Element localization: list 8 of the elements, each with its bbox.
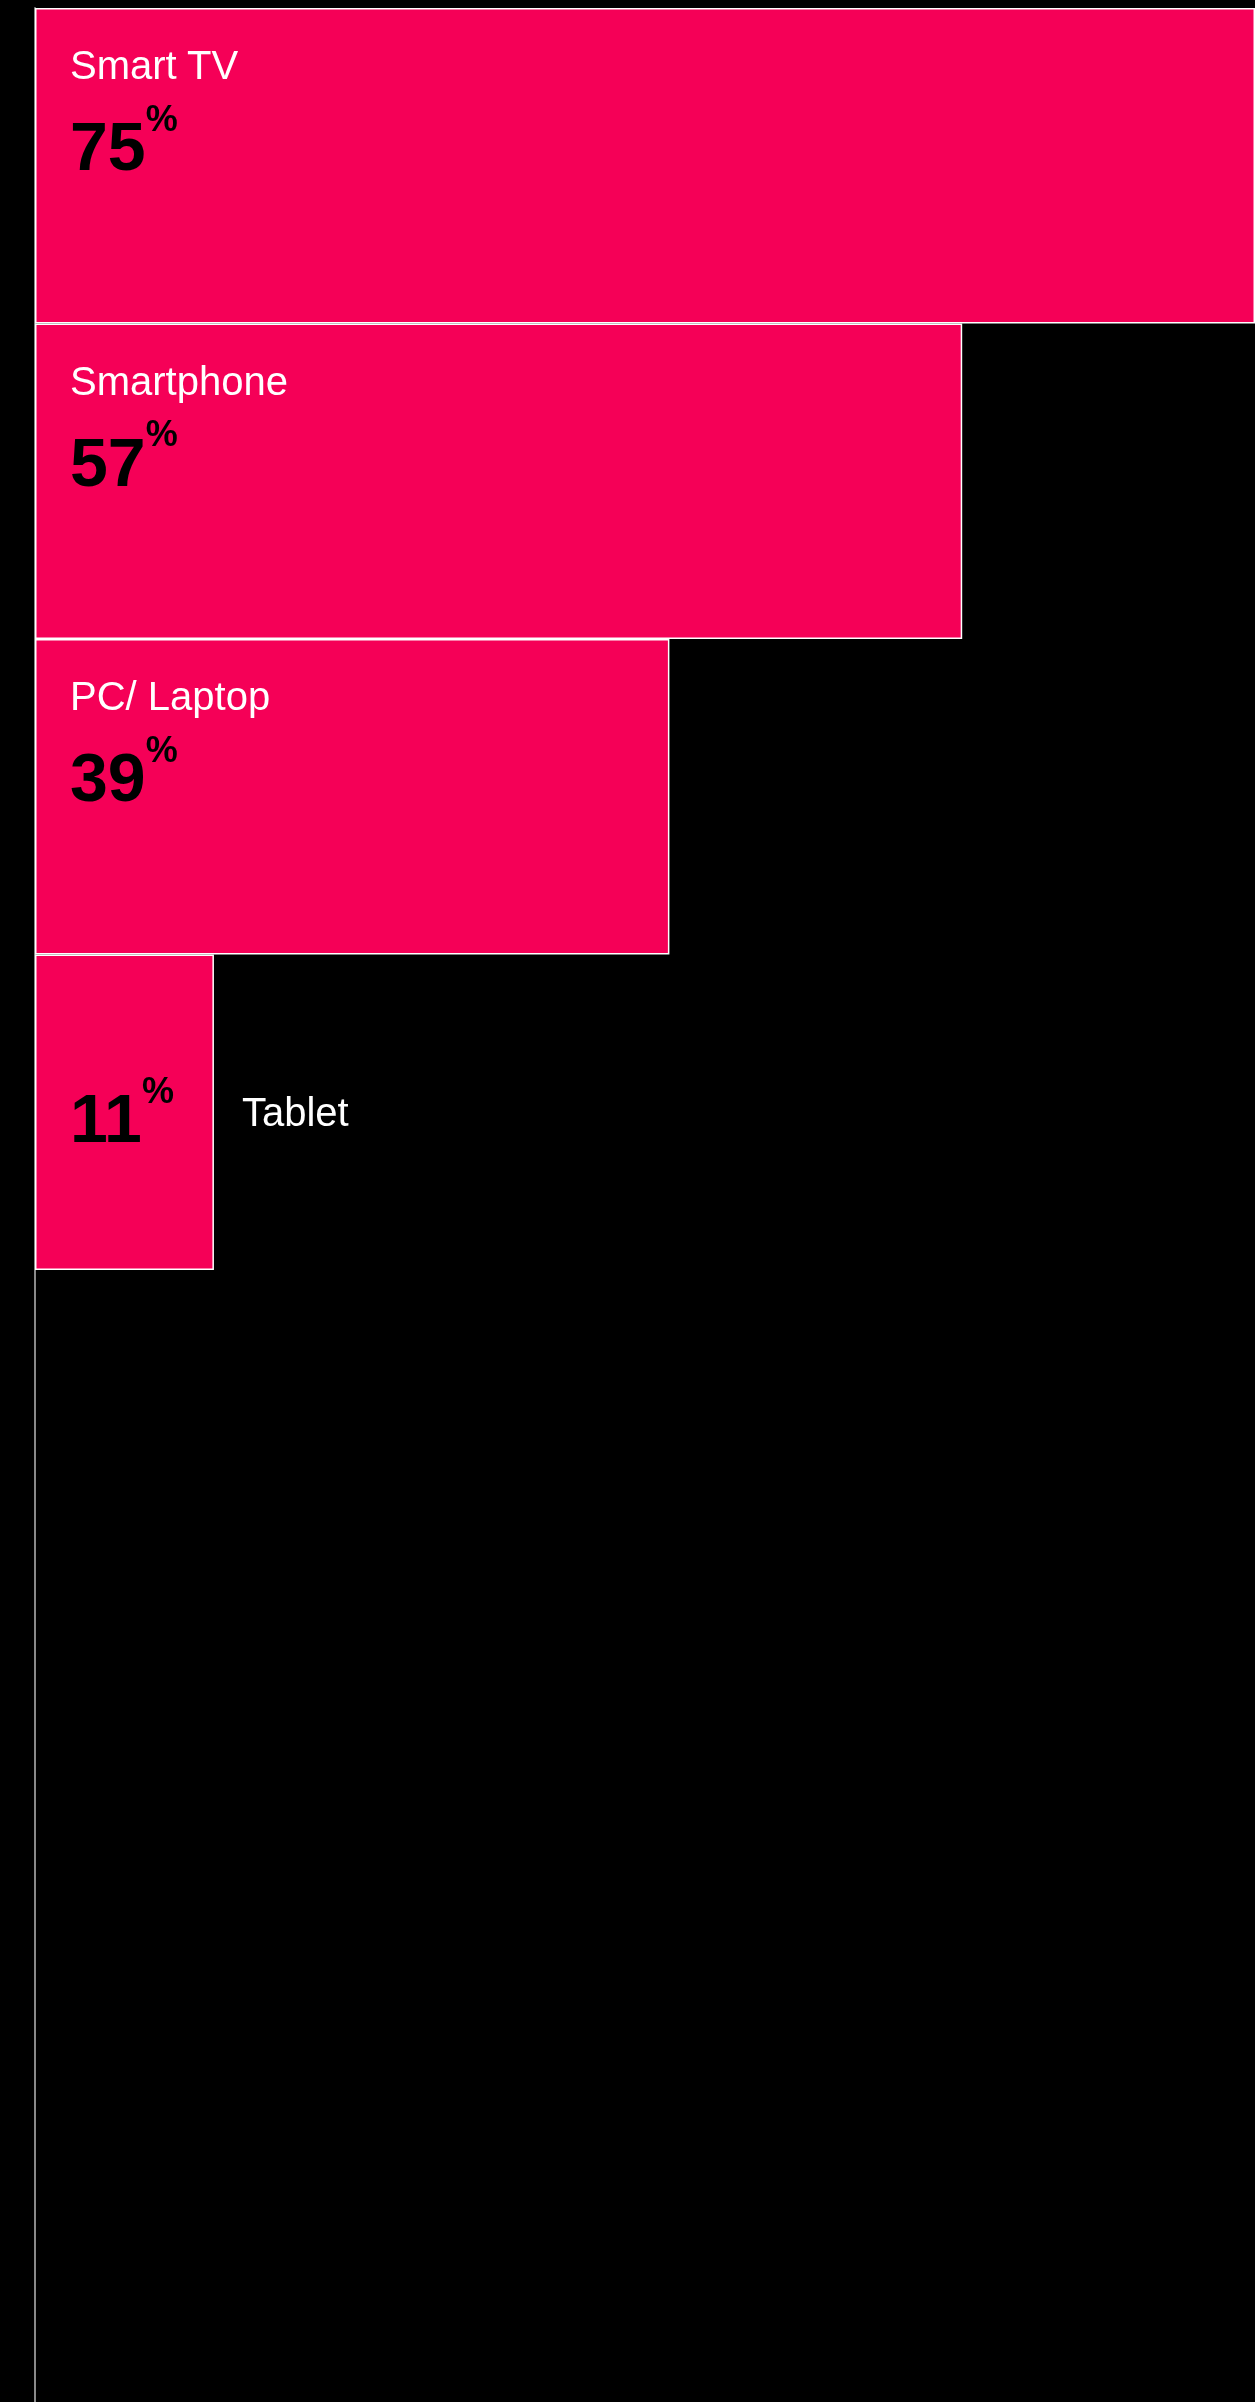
data-label: 75% [70,97,178,184]
data-label: 39% [70,728,178,815]
y-tick-label: Tablet [241,1090,349,1135]
y-tick-label: Smart TV [70,43,239,87]
y-tick-label: PC/ Laptop [70,674,271,718]
data-label: 11% [70,1069,174,1157]
data-label: 57% [70,413,178,500]
y-tick-label: Smartphone [70,358,288,403]
